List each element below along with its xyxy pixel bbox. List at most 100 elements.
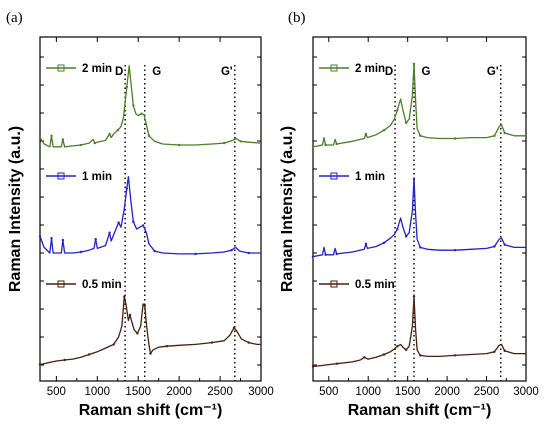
series-point bbox=[149, 352, 152, 355]
series-point bbox=[125, 85, 128, 89]
series-point bbox=[165, 345, 169, 348]
plot-frame bbox=[312, 36, 527, 382]
x-tick-label: 2500 bbox=[474, 386, 500, 398]
legend-label: 1 min bbox=[355, 171, 385, 183]
series-point bbox=[503, 131, 506, 135]
series-point bbox=[382, 129, 386, 132]
series-point bbox=[147, 134, 151, 137]
series-point bbox=[324, 143, 327, 147]
series-point bbox=[79, 250, 83, 254]
series-point bbox=[128, 313, 132, 317]
series-point bbox=[61, 138, 65, 141]
series-point bbox=[493, 134, 496, 137]
x-tick-label: 3000 bbox=[513, 386, 539, 398]
series-point bbox=[210, 341, 214, 344]
series-point bbox=[247, 341, 250, 344]
y-axis-title: Raman Intensity (a.u.) bbox=[279, 126, 296, 292]
series-point bbox=[108, 231, 111, 234]
series-point bbox=[232, 326, 236, 329]
series-point bbox=[493, 350, 496, 353]
series-point bbox=[335, 362, 338, 365]
series-point bbox=[117, 221, 120, 224]
series-point bbox=[38, 235, 42, 238]
series-point bbox=[50, 134, 53, 137]
series-point bbox=[79, 143, 83, 147]
legend-label: 0.5 min bbox=[82, 279, 122, 291]
series-point bbox=[419, 134, 422, 137]
x-tick-label: 2000 bbox=[434, 386, 460, 398]
band-label: G bbox=[422, 66, 431, 78]
panel-label: (a) bbox=[6, 10, 23, 26]
legend-marker bbox=[57, 64, 65, 72]
x-tick-label: 3000 bbox=[248, 386, 274, 398]
series-point bbox=[364, 242, 368, 245]
series-point bbox=[311, 255, 315, 258]
series-point bbox=[453, 137, 457, 140]
series-line bbox=[312, 178, 526, 258]
series-point bbox=[108, 132, 111, 136]
series-point bbox=[87, 353, 91, 356]
series-line bbox=[39, 65, 262, 148]
x-tick-label: 1000 bbox=[355, 386, 381, 398]
x-tick-label: 1500 bbox=[125, 386, 151, 398]
series-point bbox=[63, 358, 66, 362]
series-line bbox=[312, 295, 526, 368]
x-tick-label: 1000 bbox=[84, 386, 110, 398]
series-point bbox=[396, 227, 399, 231]
series-point bbox=[453, 354, 457, 357]
series-point bbox=[396, 108, 399, 112]
y-axis-title: Raman Intensity (a.u.) bbox=[7, 126, 24, 292]
series-point bbox=[404, 121, 408, 125]
series-point bbox=[404, 348, 408, 352]
series-point bbox=[116, 129, 120, 132]
series-point bbox=[125, 187, 128, 190]
legend-label: 1 min bbox=[82, 171, 112, 183]
x-axis-title: Raman shift (cm⁻¹) bbox=[79, 402, 223, 419]
series-point bbox=[132, 220, 135, 223]
series-point bbox=[453, 249, 457, 252]
band-label: G' bbox=[487, 66, 499, 78]
series-point bbox=[136, 332, 139, 335]
legend-marker bbox=[57, 280, 65, 288]
series-point bbox=[50, 237, 53, 240]
series-point bbox=[412, 178, 416, 181]
series-point bbox=[143, 304, 146, 307]
band-label: G bbox=[152, 66, 161, 78]
series-point bbox=[230, 249, 233, 252]
series-point bbox=[61, 238, 65, 242]
x-tick-label: 1500 bbox=[395, 386, 421, 398]
legend-marker bbox=[330, 64, 338, 72]
series-point bbox=[396, 345, 399, 348]
series-point bbox=[132, 104, 135, 107]
series-point bbox=[94, 238, 97, 241]
series-point bbox=[311, 365, 315, 368]
legend-label: 2 min bbox=[82, 63, 112, 75]
band-label: G' bbox=[221, 66, 233, 78]
series-point bbox=[311, 145, 315, 148]
series-point bbox=[364, 132, 368, 136]
x-tick-label: 500 bbox=[47, 386, 66, 398]
series-point bbox=[177, 143, 181, 147]
series-point bbox=[239, 140, 242, 143]
x-tick-label: 500 bbox=[319, 386, 338, 398]
series-point bbox=[412, 62, 416, 66]
series-point bbox=[419, 354, 422, 357]
series-point bbox=[38, 136, 42, 139]
plot-frame bbox=[39, 36, 262, 382]
x-tick-label: 2000 bbox=[166, 386, 192, 398]
band-label: D bbox=[385, 66, 393, 78]
legend-marker bbox=[330, 280, 338, 288]
series-point bbox=[223, 141, 226, 145]
x-axis-title: Raman shift (cm⁻¹) bbox=[348, 402, 492, 419]
series-point bbox=[153, 249, 156, 253]
series-point bbox=[503, 243, 506, 246]
series-point bbox=[38, 363, 42, 366]
series-point bbox=[141, 224, 145, 227]
series-point bbox=[382, 241, 386, 244]
series-point bbox=[247, 251, 250, 255]
legend-label: 0.5 min bbox=[355, 279, 395, 291]
series-point bbox=[404, 235, 408, 238]
series-point bbox=[412, 295, 416, 298]
series-point bbox=[335, 252, 338, 256]
